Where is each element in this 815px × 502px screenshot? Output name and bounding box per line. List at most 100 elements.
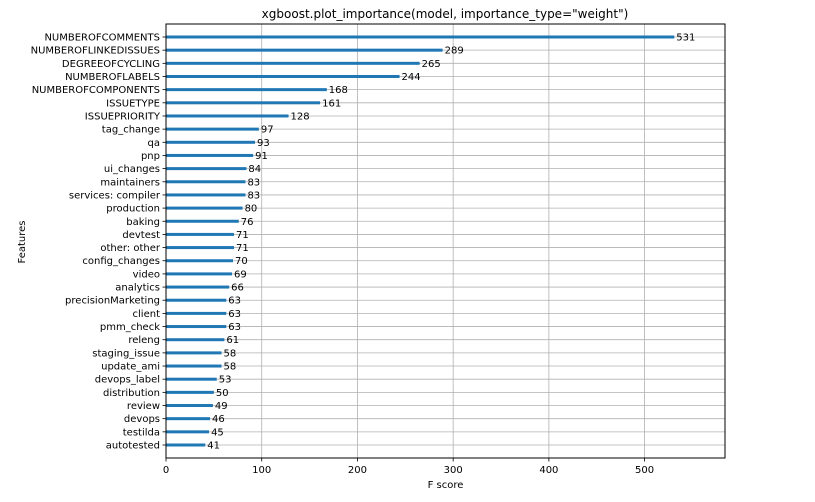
value-label: 161 <box>322 98 341 109</box>
bar <box>166 377 217 381</box>
value-label: 71 <box>236 243 249 254</box>
value-label: 244 <box>402 72 421 83</box>
y-tick-label: distribution <box>103 388 160 399</box>
value-label: 83 <box>247 190 260 201</box>
value-label: 83 <box>247 177 260 188</box>
value-label: 50 <box>216 388 229 399</box>
value-label: 69 <box>234 269 247 280</box>
bar <box>166 127 259 131</box>
y-tick-label: devtest <box>122 230 160 241</box>
y-tick-label: update_ami <box>101 362 160 373</box>
bar <box>166 417 211 421</box>
value-label: 53 <box>219 375 232 386</box>
bar <box>166 61 420 65</box>
bar <box>166 114 289 118</box>
y-tick-label: NUMBEROFLINKEDISSUES <box>31 46 160 57</box>
plot-frame <box>165 23 726 459</box>
value-label: 63 <box>228 322 241 333</box>
y-tick-label: ISSUETYPE <box>106 98 160 109</box>
bar <box>166 390 214 394</box>
value-label: 97 <box>261 125 274 136</box>
y-tick-labels: NUMBEROFCOMMENTS NUMBEROFLINKEDISSUES DEGR… <box>31 33 166 452</box>
y-tick-label: video <box>133 269 160 280</box>
y-tick-label: devops_label <box>95 375 160 386</box>
value-label: 84 <box>248 164 261 175</box>
bar <box>166 338 225 342</box>
bar <box>166 153 254 157</box>
value-label: 49 <box>215 401 228 412</box>
y-tick-label: client <box>133 309 161 320</box>
y-tick-label: precisionMarketing <box>65 296 160 307</box>
y-tick-label: baking <box>126 217 160 228</box>
bar <box>166 351 222 355</box>
y-tick-label: qa <box>148 138 160 149</box>
value-label: 91 <box>255 151 268 162</box>
value-label: 71 <box>236 230 249 241</box>
value-label: 61 <box>226 335 239 346</box>
y-tick-label: analytics <box>115 283 160 294</box>
value-label: 80 <box>245 204 258 215</box>
y-tick-label: testilda <box>123 427 160 438</box>
value-label: 93 <box>257 138 270 149</box>
x-axis-label: F score <box>428 480 464 491</box>
value-label: 531 <box>676 33 695 44</box>
x-tick-label: 200 <box>348 465 367 476</box>
y-tick-label: services: compiler <box>69 190 161 201</box>
bar <box>166 180 246 184</box>
y-tick-label: pnp <box>141 151 160 162</box>
y-tick-label: other: other <box>100 243 161 254</box>
y-tick-label: devops <box>124 414 160 425</box>
y-tick-label: autotested <box>106 441 160 452</box>
bar <box>166 443 206 447</box>
bar <box>166 404 213 408</box>
bar <box>166 35 675 39</box>
y-tick-label: DEGREEOFCYCLING <box>62 59 160 70</box>
bar <box>166 311 227 315</box>
x-tick-label: 300 <box>444 465 463 476</box>
bar <box>166 325 227 329</box>
y-tick-label: staging_issue <box>92 348 160 359</box>
value-label: 63 <box>228 309 241 320</box>
value-label: 128 <box>291 111 310 122</box>
value-label: 58 <box>224 348 237 359</box>
y-tick-label: NUMBEROFLABELS <box>65 72 160 83</box>
x-ticks: 0 100 200 300 400 500 <box>163 458 654 476</box>
y-tick-label: NUMBEROFCOMMENTS <box>44 33 160 44</box>
y-axis-label: Features <box>17 221 28 264</box>
bar <box>166 74 400 78</box>
bar <box>166 140 256 144</box>
y-tick-label: releng <box>128 335 160 346</box>
bar <box>166 206 243 210</box>
value-label: 168 <box>329 85 348 96</box>
value-label: 41 <box>207 441 220 452</box>
value-label: 46 <box>212 414 225 425</box>
bar <box>166 246 234 250</box>
value-label: 45 <box>211 427 224 438</box>
y-tick-label: ui_changes <box>104 164 160 175</box>
bar <box>166 167 247 171</box>
y-tick-label: config_changes <box>82 256 160 267</box>
y-tick-label: NUMBEROFCOMPONENTS <box>32 85 160 96</box>
bar <box>166 259 234 263</box>
bar <box>166 285 230 289</box>
bars <box>166 35 675 447</box>
x-tick-label: 0 <box>163 465 169 476</box>
value-label: 70 <box>235 256 248 267</box>
bar <box>166 232 234 236</box>
x-tick-label: 100 <box>252 465 271 476</box>
y-tick-label: production <box>106 204 160 215</box>
y-tick-label: maintainers <box>100 177 160 188</box>
bar <box>166 364 222 368</box>
bar <box>166 48 443 52</box>
bar <box>166 219 239 223</box>
value-label: 58 <box>224 362 237 373</box>
bar <box>166 88 327 92</box>
bar <box>166 430 210 434</box>
y-tick-label: pmm_check <box>100 322 160 333</box>
bar <box>166 101 321 105</box>
bar <box>166 272 233 276</box>
y-tick-label: review <box>127 401 160 412</box>
value-label: 63 <box>228 296 241 307</box>
